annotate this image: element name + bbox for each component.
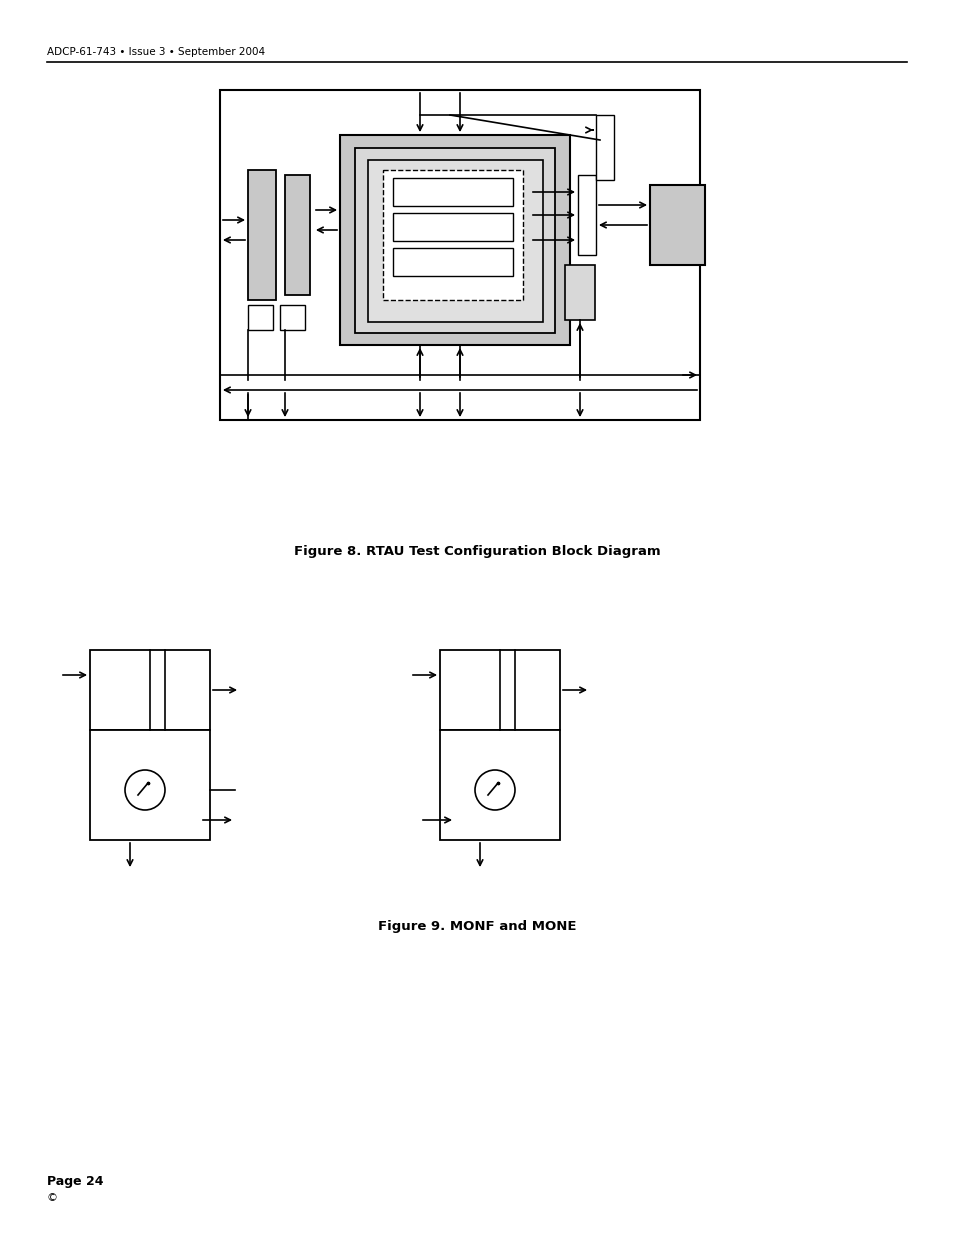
Bar bbox=[285, 175, 310, 295]
Bar bbox=[393, 212, 513, 241]
Bar bbox=[439, 650, 559, 730]
Circle shape bbox=[475, 769, 515, 810]
Bar bbox=[220, 90, 700, 420]
Bar bbox=[368, 161, 542, 322]
Bar bbox=[90, 650, 210, 730]
Bar bbox=[393, 248, 513, 275]
Bar bbox=[564, 266, 595, 320]
Bar bbox=[355, 148, 555, 333]
Bar bbox=[248, 170, 275, 300]
Bar bbox=[439, 730, 559, 840]
Text: Figure 9. MONF and MONE: Figure 9. MONF and MONE bbox=[377, 920, 576, 932]
Bar bbox=[382, 170, 522, 300]
Bar bbox=[596, 115, 614, 180]
Bar bbox=[578, 175, 596, 254]
Text: ©: © bbox=[47, 1193, 58, 1203]
Text: Page 24: Page 24 bbox=[47, 1174, 103, 1188]
Bar bbox=[248, 305, 273, 330]
Bar bbox=[649, 185, 704, 266]
Text: Figure 8. RTAU Test Configuration Block Diagram: Figure 8. RTAU Test Configuration Block … bbox=[294, 545, 659, 558]
Bar bbox=[90, 730, 210, 840]
Text: ADCP-61-743 • Issue 3 • September 2004: ADCP-61-743 • Issue 3 • September 2004 bbox=[47, 47, 265, 57]
Bar bbox=[393, 178, 513, 206]
Circle shape bbox=[125, 769, 165, 810]
Bar bbox=[339, 135, 569, 345]
Bar bbox=[280, 305, 305, 330]
